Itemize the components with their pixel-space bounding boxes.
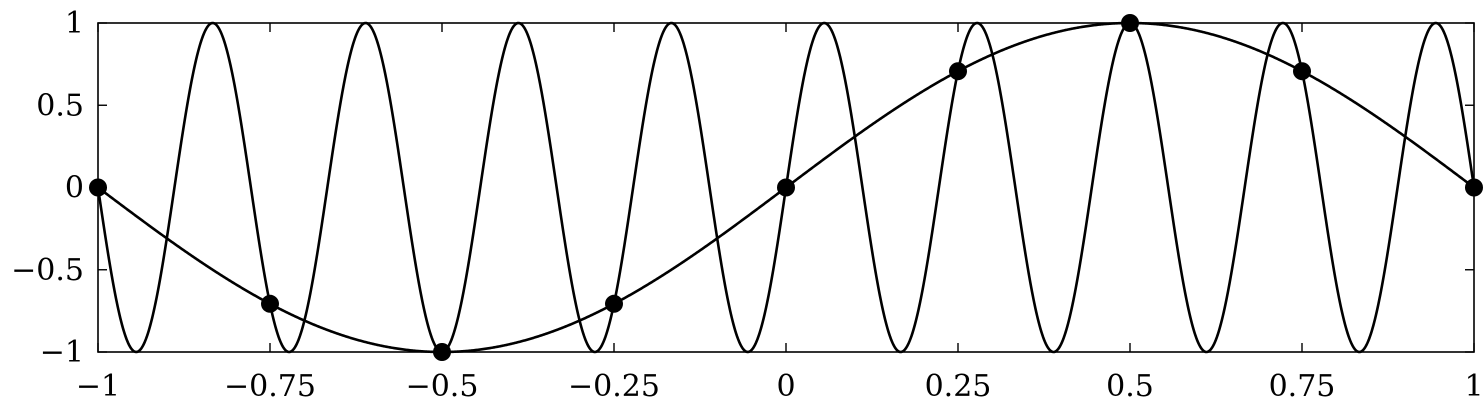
- sample-point: [261, 294, 279, 313]
- y-tick-labels: −1 −0.5 0 0.5 1: [11, 6, 84, 370]
- y-tick-label: −0.5: [11, 253, 84, 288]
- x-tick-label: 0.75: [1269, 369, 1336, 404]
- x-tick-label: 1: [1464, 369, 1483, 404]
- x-tick-label: −0.25: [568, 369, 660, 404]
- x-tick-label: −1: [76, 369, 120, 404]
- sample-point: [605, 294, 623, 313]
- sample-point: [949, 62, 967, 81]
- sample-point: [1121, 14, 1139, 32]
- x-tick-label: −0.75: [224, 369, 316, 404]
- sample-point: [433, 343, 451, 361]
- sample-point: [777, 178, 795, 197]
- x-tick-label: 0.5: [1106, 369, 1154, 404]
- x-tick-labels: −1 −0.75 −0.5 −0.25 0 0.25 0.5 0.75 1: [76, 369, 1484, 404]
- sample-markers: [89, 14, 1483, 361]
- y-tick-label: 0.5: [36, 88, 84, 123]
- sample-point: [89, 178, 107, 197]
- y-tick-label: −1: [40, 335, 84, 370]
- y-tick-label: 0: [65, 171, 84, 206]
- x-tick-label: 0.25: [925, 369, 992, 404]
- x-tick-label: −0.5: [406, 369, 479, 404]
- x-tick-label: 0: [776, 369, 795, 404]
- sample-point: [1293, 62, 1311, 81]
- y-tick-label: 1: [65, 6, 84, 41]
- sample-point: [1465, 178, 1483, 197]
